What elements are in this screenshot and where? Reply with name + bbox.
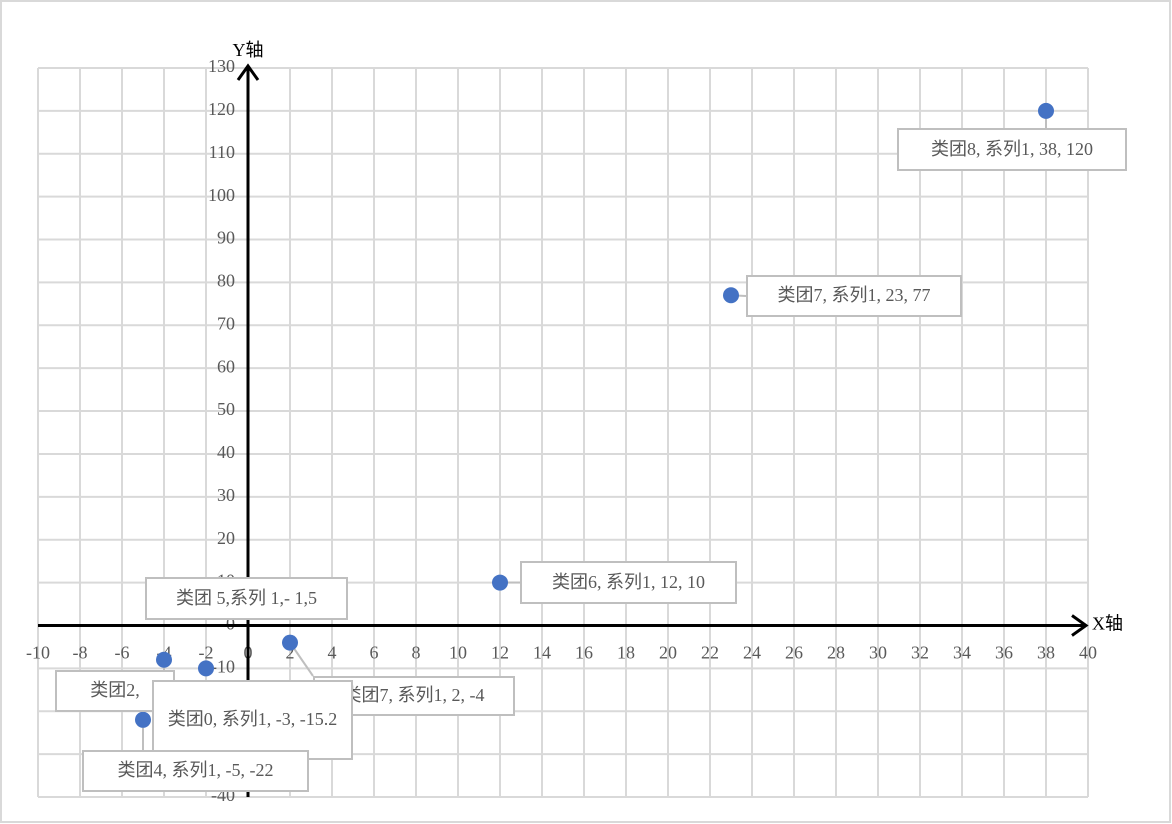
x-tick-label: 4 bbox=[328, 643, 337, 663]
data-callout: 类团8, 系列1, 38, 120 bbox=[897, 128, 1127, 171]
y-axis-label: Y轴 bbox=[233, 40, 264, 60]
y-tick-label: 50 bbox=[217, 399, 235, 419]
x-tick-label: 16 bbox=[575, 643, 593, 663]
data-point bbox=[156, 651, 172, 668]
data-callout: 类团7, 系列1, 23, 77 bbox=[746, 275, 962, 317]
y-tick-label: 30 bbox=[217, 485, 235, 505]
x-tick-label: 26 bbox=[785, 643, 803, 663]
x-tick-label: 2 bbox=[286, 643, 295, 663]
data-point bbox=[282, 634, 298, 651]
x-tick-label: 38 bbox=[1037, 643, 1055, 663]
x-tick-label: 22 bbox=[701, 643, 719, 663]
x-axis-arrow bbox=[1071, 614, 1089, 637]
x-tick-label: 10 bbox=[449, 643, 467, 663]
y-tick-label: 110 bbox=[209, 142, 235, 162]
data-point bbox=[492, 574, 508, 591]
data-callout: 类团 5,系列 1,- 1,5 bbox=[145, 577, 348, 620]
data-point bbox=[1038, 102, 1054, 119]
x-tick-label: 34 bbox=[953, 643, 971, 663]
x-tick-label: 40 bbox=[1079, 643, 1097, 663]
y-tick-label: 20 bbox=[217, 528, 235, 548]
data-point bbox=[198, 660, 214, 677]
x-axis-label: X轴 bbox=[1092, 614, 1123, 634]
y-tick-label: 120 bbox=[208, 99, 235, 119]
y-tick-label: 70 bbox=[217, 313, 235, 333]
data-point bbox=[723, 287, 739, 304]
y-tick-label: 130 bbox=[208, 56, 235, 76]
data-callout: 类团4, 系列1, -5, -22 bbox=[82, 750, 309, 792]
x-tick-label: 20 bbox=[659, 643, 677, 663]
x-tick-label: 8 bbox=[412, 643, 421, 663]
y-tick-label: -10 bbox=[211, 656, 235, 676]
x-tick-label: 6 bbox=[370, 643, 379, 663]
y-tick-label: 90 bbox=[217, 228, 235, 248]
x-tick-label: 14 bbox=[533, 643, 551, 663]
x-tick-label: 30 bbox=[869, 643, 887, 663]
x-tick-label: 32 bbox=[911, 643, 929, 663]
data-callout: 类团0, 系列1, -3, -15.2 bbox=[152, 680, 353, 760]
x-tick-label: -6 bbox=[115, 643, 130, 663]
y-tick-label: 100 bbox=[208, 185, 235, 205]
x-tick-label: 12 bbox=[491, 643, 509, 663]
x-tick-label: 24 bbox=[743, 643, 761, 663]
y-tick-label: 40 bbox=[217, 442, 235, 462]
x-tick-label: -8 bbox=[73, 643, 88, 663]
y-tick-label: 80 bbox=[217, 271, 235, 291]
x-tick-label: 18 bbox=[617, 643, 635, 663]
y-axis-arrow bbox=[236, 63, 260, 81]
data-point bbox=[135, 711, 151, 728]
y-tick-label: 0 bbox=[226, 614, 235, 634]
x-tick-label: -2 bbox=[199, 643, 214, 663]
x-tick-label: -10 bbox=[26, 643, 50, 663]
data-callout: 类团6, 系列1, 12, 10 bbox=[520, 561, 737, 604]
x-tick-label: 28 bbox=[827, 643, 845, 663]
y-tick-label: 60 bbox=[217, 356, 235, 376]
x-tick-label: 36 bbox=[995, 643, 1013, 663]
